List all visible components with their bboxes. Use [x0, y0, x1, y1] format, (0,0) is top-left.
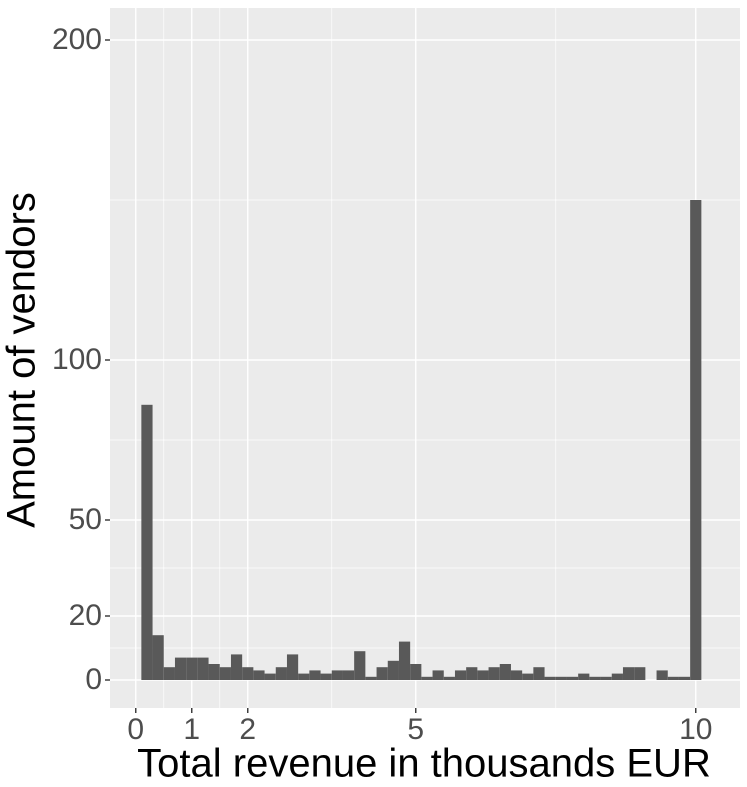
- x-tick-label: 1: [183, 713, 200, 746]
- y-tick-label: 50: [69, 503, 102, 536]
- bar: [197, 657, 209, 680]
- x-axis-title: Total revenue in thousands EUR: [137, 742, 711, 786]
- y-tick-label: 100: [52, 343, 102, 376]
- bar: [566, 676, 579, 680]
- x-tick-label: 10: [679, 713, 712, 746]
- bar: [454, 670, 467, 680]
- y-tick-label: 20: [69, 599, 102, 632]
- bar: [477, 670, 489, 680]
- bar: [320, 673, 332, 680]
- bar: [555, 676, 567, 680]
- x-tick-label: 2: [239, 713, 256, 746]
- y-tick-label: 0: [85, 663, 102, 696]
- bar: [421, 676, 433, 680]
- bar: [432, 670, 444, 680]
- y-axis-title: Amount of vendors: [0, 192, 44, 528]
- bar: [544, 676, 556, 680]
- bar: [488, 667, 500, 680]
- bar: [186, 657, 198, 680]
- bar: [298, 673, 310, 680]
- bar: [208, 664, 220, 680]
- bar: [589, 676, 601, 680]
- bar: [398, 641, 411, 680]
- panel: [110, 8, 740, 708]
- bar: [690, 200, 702, 680]
- bar: [510, 670, 523, 680]
- bar: [410, 664, 422, 680]
- bar: [656, 670, 668, 680]
- bar: [163, 667, 175, 680]
- bar: [174, 657, 187, 680]
- bar: [354, 651, 366, 680]
- bar: [622, 667, 635, 680]
- bar: [152, 635, 164, 680]
- bar: [376, 667, 388, 680]
- bar: [678, 676, 691, 680]
- bar: [522, 673, 534, 680]
- bar: [286, 654, 299, 680]
- bar: [499, 664, 511, 680]
- bar: [309, 670, 321, 680]
- bar: [365, 676, 377, 680]
- x-tick-label: 5: [407, 713, 424, 746]
- bar: [387, 660, 399, 680]
- bar: [533, 667, 545, 680]
- bar: [242, 667, 254, 680]
- bar: [342, 670, 355, 680]
- bar: [667, 676, 679, 680]
- bar: [219, 667, 231, 680]
- bar: [331, 670, 343, 680]
- bar: [275, 667, 287, 680]
- bar: [141, 404, 153, 680]
- x-tick-label: 0: [127, 713, 144, 746]
- bar: [611, 673, 623, 680]
- bar: [634, 667, 646, 680]
- y-tick-label: 200: [52, 23, 102, 56]
- bar: [253, 670, 265, 680]
- bar: [443, 676, 455, 680]
- bar: [600, 676, 612, 680]
- bar: [578, 673, 590, 680]
- bar: [230, 654, 243, 680]
- bar: [466, 667, 478, 680]
- bar: [264, 673, 276, 680]
